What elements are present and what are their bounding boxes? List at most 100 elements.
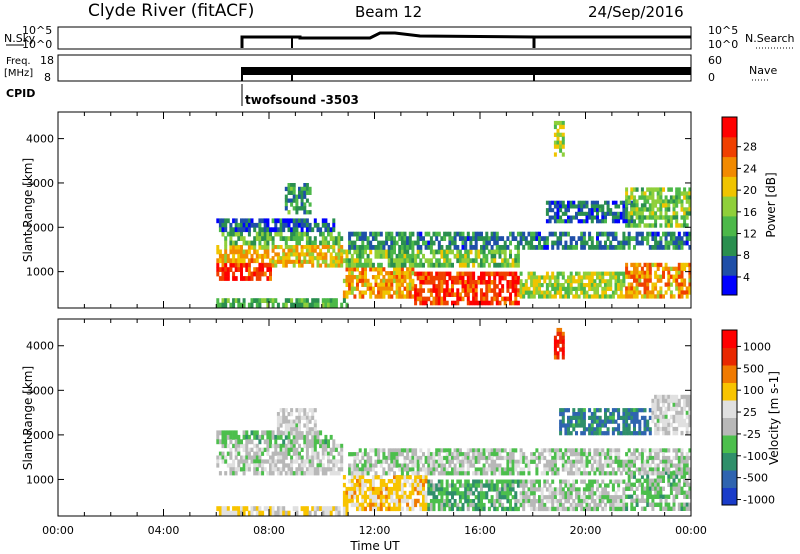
heatmap-cell bbox=[648, 294, 652, 299]
heatmap-cell bbox=[635, 286, 639, 291]
colorbar-tick-label: 8 bbox=[743, 249, 750, 262]
heatmap-cell bbox=[403, 459, 407, 464]
colorbar-swatch bbox=[722, 176, 737, 197]
heatmap-cell bbox=[553, 347, 557, 352]
heatmap-cell bbox=[393, 262, 396, 268]
heatmap-cell bbox=[654, 274, 658, 279]
heatmap-cell bbox=[366, 253, 370, 259]
heatmap-cell bbox=[519, 502, 523, 508]
heatmap-cell bbox=[224, 249, 228, 255]
heatmap-cell bbox=[561, 452, 565, 457]
heatmap-cell bbox=[419, 271, 423, 277]
heatmap-cell bbox=[598, 275, 602, 280]
heatmap-cell bbox=[582, 200, 586, 205]
heatmap-cell bbox=[672, 245, 676, 250]
heatmap-cell bbox=[604, 290, 607, 295]
heatmap-cell bbox=[379, 498, 383, 504]
heatmap-cell bbox=[619, 502, 623, 508]
heatmap-cell bbox=[472, 459, 476, 464]
heatmap-cell bbox=[598, 245, 602, 250]
heatmap-cell bbox=[287, 467, 291, 472]
heatmap-cell bbox=[461, 284, 465, 289]
heatmap-cell bbox=[633, 415, 636, 420]
heatmap-cell bbox=[480, 236, 483, 241]
heatmap-cell bbox=[458, 258, 462, 264]
heatmap-cell bbox=[548, 275, 552, 280]
heatmap-cell bbox=[221, 267, 225, 272]
heatmap-cell bbox=[580, 459, 584, 464]
heatmap-cell bbox=[651, 282, 655, 287]
heatmap-cell bbox=[305, 455, 309, 460]
heatmap-cell bbox=[585, 215, 589, 220]
heatmap-cell bbox=[485, 467, 489, 472]
heatmap-cell bbox=[382, 294, 386, 299]
heatmap-cell bbox=[263, 298, 267, 303]
heatmap-cell bbox=[440, 506, 444, 512]
heatmap-cell bbox=[408, 455, 412, 461]
heatmap-cell bbox=[656, 490, 660, 495]
heatmap-cell bbox=[559, 294, 563, 299]
heatmap-cell bbox=[332, 447, 336, 452]
heatmap-cell bbox=[561, 423, 565, 428]
heatmap-cell bbox=[487, 280, 491, 285]
heatmap-cell bbox=[282, 467, 286, 472]
heatmap-cell bbox=[290, 423, 294, 428]
heatmap-cell bbox=[688, 191, 692, 196]
heatmap-cell bbox=[669, 236, 673, 241]
heatmap-cell bbox=[609, 283, 613, 288]
heatmap-cell bbox=[456, 452, 460, 457]
heatmap-cell bbox=[498, 275, 502, 281]
heatmap-cell bbox=[601, 487, 605, 492]
heatmap-cell bbox=[633, 278, 636, 283]
heatmap-cell bbox=[464, 258, 468, 264]
heatmap-cell bbox=[284, 236, 288, 241]
cpid-program: twofsound -3503 bbox=[245, 93, 359, 107]
heatmap-cell bbox=[240, 222, 243, 228]
heatmap-cell bbox=[316, 463, 320, 468]
heatmap-cell bbox=[432, 487, 436, 492]
heatmap-cell bbox=[511, 280, 515, 285]
heatmap-cell bbox=[672, 426, 676, 432]
heatmap-cell bbox=[503, 491, 507, 496]
heatmap-cell bbox=[229, 240, 233, 246]
heatmap-cell bbox=[456, 275, 460, 281]
heatmap-cell bbox=[545, 283, 549, 288]
heatmap-cell bbox=[633, 463, 636, 468]
heatmap-cell bbox=[287, 190, 291, 195]
heatmap-cell bbox=[466, 231, 470, 237]
heatmap-cell bbox=[316, 459, 320, 464]
heatmap-cell bbox=[411, 459, 415, 464]
heatmap-cell bbox=[422, 452, 425, 457]
heatmap-cell bbox=[588, 491, 592, 496]
heatmap-cell bbox=[506, 499, 510, 504]
heatmap-cell bbox=[659, 290, 663, 295]
heatmap-cell bbox=[514, 271, 518, 277]
heatmap-cell bbox=[524, 286, 528, 291]
heatmap-cell bbox=[577, 452, 581, 457]
heatmap-cell bbox=[432, 262, 436, 268]
heatmap-cell bbox=[640, 195, 644, 200]
heatmap-cell bbox=[416, 292, 420, 297]
heatmap-cell bbox=[440, 296, 444, 302]
heatmap-cell bbox=[503, 300, 507, 306]
heatmap-cell bbox=[648, 494, 652, 499]
heatmap-cell bbox=[485, 253, 489, 259]
heatmap-cell bbox=[495, 487, 499, 492]
heatmap-cell bbox=[437, 459, 441, 464]
heatmap-cell bbox=[443, 499, 447, 504]
heatmap-cell bbox=[356, 467, 359, 472]
heatmap-cell bbox=[466, 471, 470, 476]
heatmap-cell bbox=[448, 262, 452, 268]
heatmap-cell bbox=[311, 447, 315, 452]
heatmap-cell bbox=[514, 284, 518, 289]
heatmap-cell bbox=[226, 253, 230, 259]
heatmap-cell bbox=[564, 423, 568, 428]
heatmap-cell bbox=[229, 430, 233, 436]
heatmap-cell bbox=[414, 471, 418, 476]
heatmap-cell bbox=[321, 510, 325, 516]
heatmap-cell bbox=[643, 286, 647, 291]
heatmap-cell bbox=[295, 434, 299, 440]
heatmap-cell bbox=[385, 253, 389, 259]
heatmap-cell bbox=[395, 258, 399, 264]
